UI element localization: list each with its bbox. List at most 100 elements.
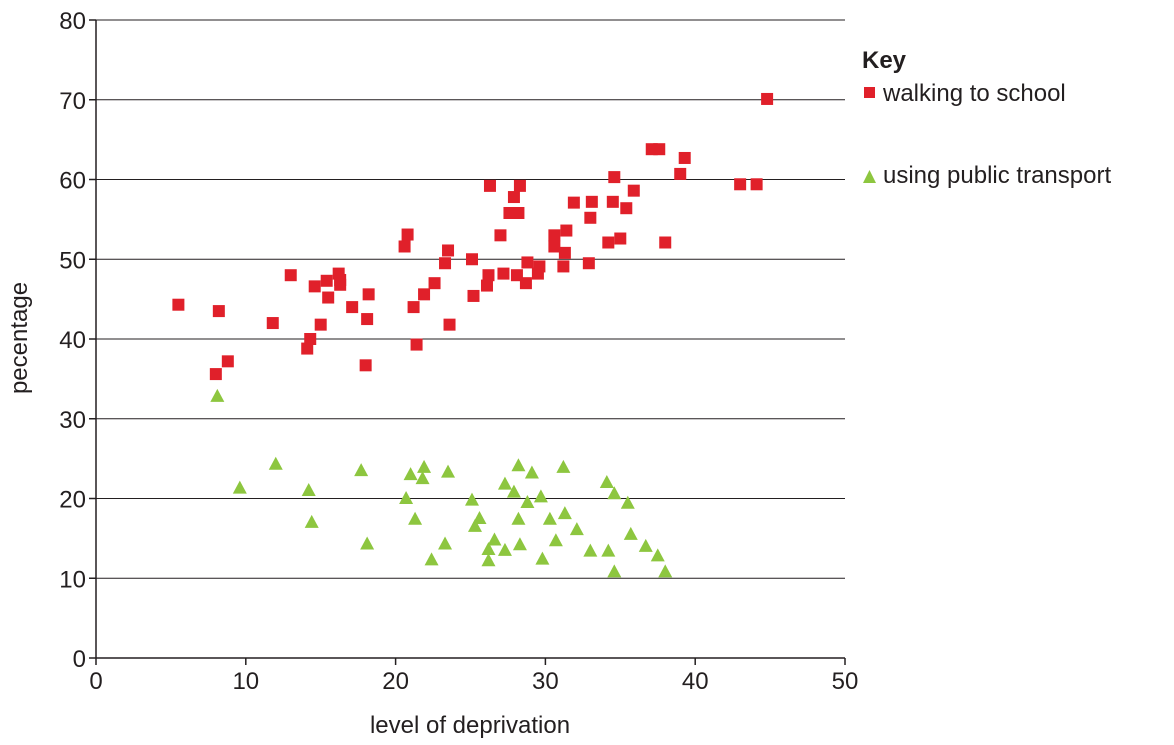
transport-point — [583, 543, 598, 557]
y-tick-label: 0 — [73, 646, 86, 673]
walking-point — [284, 269, 297, 282]
transport-point — [548, 533, 563, 547]
transport-point — [524, 465, 539, 479]
walking-point — [513, 179, 526, 192]
transport-point — [601, 543, 616, 557]
walking-point — [659, 236, 672, 249]
transport-point — [210, 388, 225, 402]
transport-point — [520, 494, 535, 508]
transport-point — [497, 476, 512, 490]
x-tick-label: 40 — [682, 668, 709, 695]
walking-point — [582, 257, 595, 270]
walking-point — [304, 333, 317, 345]
y-tick-label: 10 — [59, 566, 86, 593]
legend-label-transport: using public transport — [883, 162, 1111, 189]
x-tick-label: 10 — [232, 668, 259, 695]
series-1 — [210, 388, 673, 578]
transport-point — [467, 518, 482, 532]
walking-point — [301, 342, 314, 355]
transport-point — [403, 467, 418, 481]
walking-point — [361, 313, 374, 326]
transport-point — [417, 459, 432, 473]
x-tick-label: 20 — [382, 668, 409, 695]
walking-point — [334, 273, 347, 286]
x-axis: 0 10 20 30 40 50 — [89, 657, 859, 695]
transport-point — [487, 532, 502, 546]
transport-point — [464, 492, 479, 506]
transport-point — [481, 553, 496, 567]
walking-point — [567, 196, 580, 209]
walking-point — [678, 151, 691, 164]
transport-point — [304, 514, 319, 528]
walking-point — [750, 178, 763, 191]
walking-point — [221, 355, 234, 368]
plot-area — [172, 92, 774, 578]
walking-point — [442, 244, 455, 257]
transport-point — [354, 463, 369, 477]
y-axis: 0 10 20 30 40 50 60 70 80 — [59, 8, 97, 673]
transport-point — [556, 459, 571, 473]
transport-point — [658, 564, 673, 578]
transport-point — [599, 475, 614, 489]
transport-point — [557, 506, 572, 520]
transport-point — [408, 511, 423, 525]
walking-point — [585, 195, 598, 208]
legend-item-walking: walking to school — [864, 80, 1066, 107]
y-tick-label: 50 — [59, 247, 86, 274]
y-axis-title: pecentage — [6, 282, 33, 394]
y-tick-label: 20 — [59, 487, 86, 514]
transport-point — [535, 551, 550, 565]
walking-point — [465, 253, 478, 266]
walking-point — [497, 267, 510, 280]
walking-point — [212, 305, 225, 318]
y-tick-label: 40 — [59, 327, 86, 354]
transport-point — [497, 542, 512, 556]
walking-point — [507, 191, 520, 204]
walking-point — [209, 368, 222, 381]
transport-point — [623, 526, 638, 540]
transport-point — [620, 495, 635, 509]
series-0 — [172, 92, 774, 381]
transport-point — [441, 464, 456, 478]
walking-point — [620, 202, 633, 215]
y-tick-label: 70 — [59, 88, 86, 115]
walking-point — [407, 301, 420, 314]
transport-point — [533, 489, 548, 503]
walking-point — [483, 179, 496, 192]
walking-point — [512, 206, 525, 219]
walking-point — [674, 167, 687, 180]
walking-point — [494, 229, 507, 242]
walking-point — [346, 301, 359, 314]
walking-point — [266, 317, 279, 330]
x-tick-label: 30 — [532, 668, 559, 695]
transport-point — [511, 458, 526, 472]
legend-triangle-marker — [863, 170, 876, 183]
transport-point — [511, 511, 526, 525]
legend-title: Key — [862, 47, 907, 74]
walking-point — [653, 143, 666, 156]
y-tick-label: 80 — [59, 8, 86, 35]
legend: Key walking to school using public trans… — [862, 47, 1111, 189]
walking-point — [761, 92, 774, 105]
walking-point — [557, 260, 570, 273]
transport-point — [415, 471, 430, 485]
y-tick-label: 60 — [59, 168, 86, 195]
walking-point — [548, 240, 561, 253]
transport-point — [607, 564, 622, 578]
walking-point — [320, 274, 333, 287]
walking-point — [314, 318, 327, 331]
transport-point — [506, 484, 521, 498]
transport-point — [424, 552, 439, 566]
transport-point — [438, 536, 453, 550]
transport-point — [472, 510, 487, 524]
x-tick-label: 50 — [832, 668, 859, 695]
transport-point — [542, 511, 557, 525]
walking-point — [359, 359, 372, 372]
walking-point — [467, 289, 480, 302]
y-tick-label: 30 — [59, 407, 86, 434]
walking-point — [172, 298, 185, 311]
walking-point — [606, 195, 619, 208]
walking-point — [439, 257, 452, 270]
walking-point — [608, 171, 621, 184]
